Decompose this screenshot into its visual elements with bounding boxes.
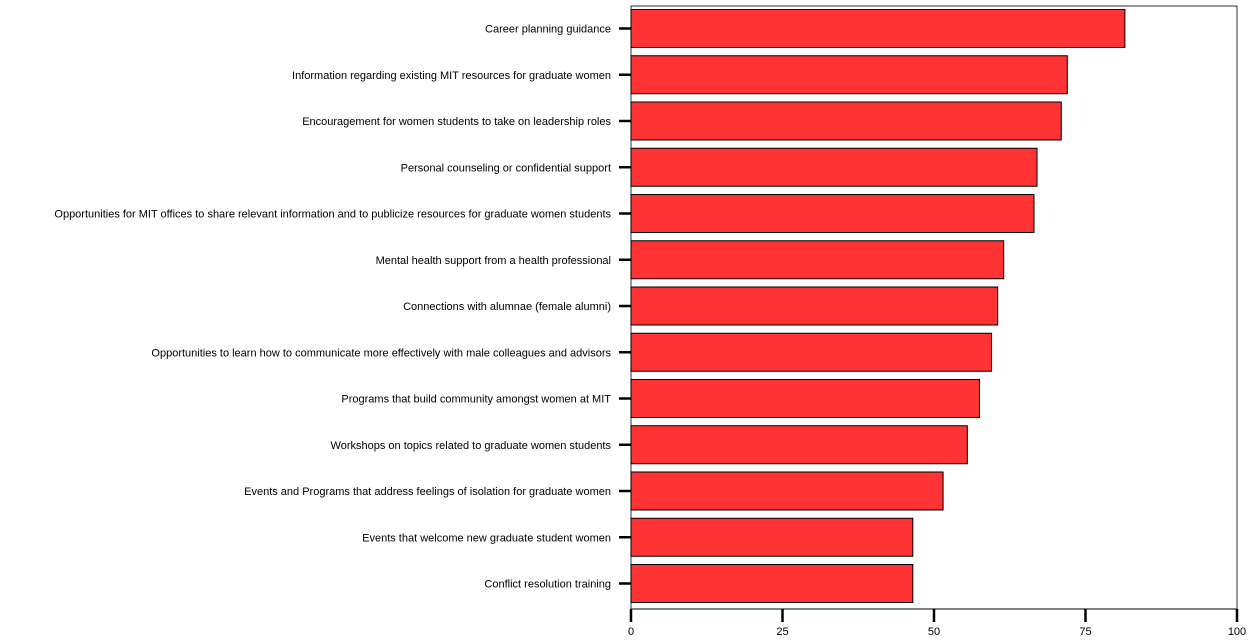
bar (630, 147, 1038, 187)
category-label: Events that welcome new graduate student… (362, 532, 611, 544)
x-axis: 0 25 50 75 100 (628, 608, 1246, 638)
bar (630, 55, 1068, 95)
bar (630, 194, 1035, 233)
category-label: Programs that build community amongst wo… (341, 394, 611, 406)
category-label: Connections with alumnae (female alumni) (403, 301, 611, 313)
x-tick-label: 0 (628, 626, 634, 638)
category-label: Opportunities to learn how to communicat… (151, 347, 611, 359)
category-label: Personal counseling or confidential supp… (401, 162, 611, 174)
x-tick-label: 25 (776, 626, 788, 638)
category-labels: Career planning guidance Information rega… (54, 24, 611, 591)
bar (630, 425, 968, 465)
x-tick-label: 75 (1079, 626, 1091, 638)
category-label: Workshops on topics related to graduate … (331, 440, 612, 452)
category-label: Mental health support from a health prof… (376, 255, 611, 267)
category-label: Career planning guidance (485, 24, 611, 36)
category-label: Information regarding existing MIT resou… (292, 70, 611, 82)
x-tick-label: 100 (1228, 626, 1246, 638)
bar (630, 379, 980, 418)
bar (630, 286, 999, 326)
bars-group (630, 9, 1126, 603)
bar (630, 471, 944, 511)
x-tick-label: 50 (928, 626, 940, 638)
bar (630, 9, 1126, 48)
bar (630, 517, 914, 557)
category-label: Conflict resolution training (484, 579, 611, 591)
y-axis-ticks (619, 27, 631, 585)
bar (630, 332, 993, 372)
bar (630, 564, 914, 603)
category-label: Events and Programs that address feeling… (244, 486, 611, 498)
category-label: Encouragement for women students to take… (302, 116, 611, 128)
category-label: Opportunities for MIT offices to share r… (54, 209, 611, 221)
bar (630, 240, 1005, 280)
bar (630, 101, 1062, 141)
